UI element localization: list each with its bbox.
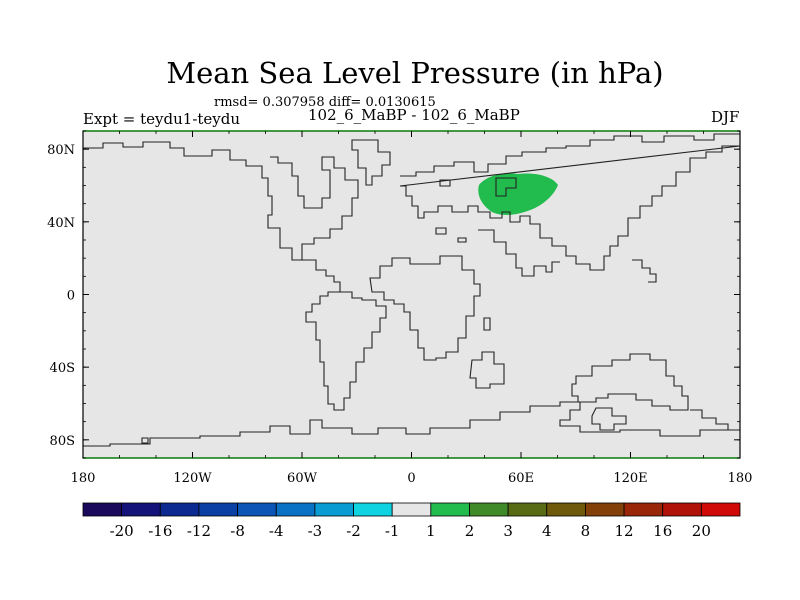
- lat-tick-label: 80N: [47, 143, 75, 158]
- coastline-africa: [369, 255, 481, 361]
- colorbar-swatch: [159, 502, 200, 517]
- lat-tick-label: 40N: [47, 216, 75, 231]
- anomaly-region-central-asia: [478, 173, 558, 215]
- colorbar-label: -20: [110, 522, 134, 540]
- coastline-greenland: [351, 139, 391, 186]
- colorbar-label: 1: [426, 522, 436, 540]
- longitude-axis: 180 120W 60W 0 60E 120E 180: [71, 131, 753, 486]
- coastline-small-islands: [141, 179, 467, 444]
- coastline-south-america: [305, 291, 387, 411]
- lon-tick-label: 0: [407, 471, 415, 486]
- lon-tick-label: 60W: [287, 471, 318, 486]
- colorbar-label: 3: [503, 522, 513, 540]
- colorbar-label: 12: [615, 522, 634, 540]
- colorbar-swatch: [121, 502, 161, 517]
- colorbar-swatch: [82, 502, 123, 517]
- colorbar-swatch: [700, 502, 741, 517]
- coastline-asia-east: [399, 145, 741, 271]
- experiment-label: Expt = teydu1-teydu: [83, 110, 241, 128]
- colorbar-swatch: [314, 502, 354, 517]
- coastline-australia: [571, 353, 689, 411]
- coastline-madagascar: [483, 317, 491, 331]
- colorbar-swatch: [507, 502, 548, 517]
- colorbar-label: -4: [269, 522, 284, 540]
- lon-tick-label: 180: [728, 471, 753, 486]
- season-label: DJF: [711, 108, 740, 126]
- map-background: [83, 131, 740, 458]
- lon-tick-label: 120W: [173, 471, 212, 486]
- colorbar-swatch: [198, 502, 238, 517]
- lon-tick-label: 180: [71, 471, 96, 486]
- colorbar-label: -8: [230, 522, 245, 540]
- coastline-north-america: [83, 141, 359, 261]
- latitude-axis: 80N 40N 0 40S 80S: [47, 130, 740, 459]
- colorbar-label: 2: [465, 522, 475, 540]
- stats-subtitle: rmsd= 0.307958 diff= 0.0130615: [214, 95, 436, 110]
- colorbar-label: 20: [692, 522, 711, 540]
- lat-tick-label: 40S: [50, 361, 75, 376]
- colorbar-swatch: [275, 502, 316, 517]
- colorbar-label: 16: [653, 522, 672, 540]
- colorbar-swatch: [469, 502, 509, 517]
- chart-title: Mean Sea Level Pressure (in hPa): [166, 56, 664, 90]
- colorbar-label: -2: [346, 522, 361, 540]
- colorbar-swatch: [546, 502, 586, 517]
- coastline-new-zealand: [690, 409, 740, 431]
- coastlines: [83, 133, 741, 447]
- coastline-eurasia: [400, 133, 740, 177]
- colorbar-label: 4: [542, 522, 552, 540]
- coastline-tasmania: [591, 407, 627, 431]
- colorbar-swatch: [623, 502, 664, 517]
- coastline-central-america: [302, 259, 341, 292]
- coastline-antarctica: [83, 401, 740, 447]
- period-label: 102_6_MaBP - 102_6_MaBP: [308, 106, 520, 124]
- lat-tick-label: 80S: [50, 434, 75, 449]
- colorbar-label: -16: [148, 522, 172, 540]
- colorbar-swatch: [430, 502, 470, 517]
- colorbar-swatch: [585, 502, 625, 517]
- coastline-japan: [632, 259, 657, 283]
- colorbar-swatch: [391, 502, 432, 517]
- coastline-southern-africa-inlet: [469, 351, 505, 389]
- colorbar-label: -3: [308, 522, 323, 540]
- colorbar-swatch: [662, 502, 702, 517]
- colorbar: -20 -16 -12 -8 -4 -3 -2 -1 1 2 3 4 8 12 16 20: [82, 502, 741, 540]
- lon-tick-label: 60E: [508, 471, 534, 486]
- colorbar-label: 8: [581, 522, 591, 540]
- colorbar-label: -1: [385, 522, 400, 540]
- lat-tick-label: 0: [67, 289, 75, 304]
- colorbar-swatch: [237, 502, 277, 517]
- colorbar-swatch: [353, 502, 393, 517]
- lon-tick-label: 120E: [613, 471, 647, 486]
- coastline-caspian: [495, 177, 517, 197]
- colorbar-label: -12: [187, 522, 211, 540]
- coastline-arabia-india: [478, 229, 560, 277]
